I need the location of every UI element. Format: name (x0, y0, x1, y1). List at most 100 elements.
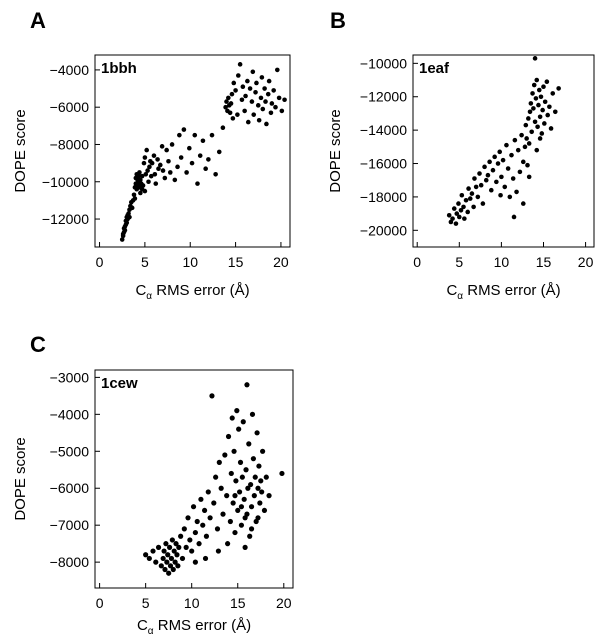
panel-c-point (258, 478, 264, 484)
panel-c-point (167, 563, 174, 569)
panel-c-point (250, 456, 256, 462)
panel-b-point (526, 141, 532, 146)
panel-b-point (450, 216, 455, 221)
panel-b-point (542, 99, 548, 105)
panel-b-point (526, 174, 532, 180)
panel-c-point (254, 430, 260, 436)
panel-a-point (149, 160, 155, 166)
panel-c-point (238, 522, 245, 528)
panel-b-point (517, 169, 523, 175)
panel-b-point (500, 157, 506, 163)
panel-c-point (175, 563, 181, 569)
panel-b-ytick-label: −12000 (360, 89, 407, 105)
panel-b-point (485, 172, 491, 178)
panel-c-point (245, 485, 251, 491)
panel-b-point (509, 152, 514, 158)
panel-b-ytick-label: −10000 (360, 55, 407, 71)
panel-c-point (240, 419, 246, 425)
panel-b-point (527, 109, 533, 115)
panel-a-point (192, 132, 198, 138)
panel-c-point (218, 485, 224, 491)
panel-b-point (519, 132, 524, 138)
panel-c-point (213, 474, 219, 480)
panel-b-title: 1eaf (419, 60, 450, 77)
panel-c-point (192, 529, 198, 536)
panel-a-point (127, 214, 132, 220)
panel-b-point (511, 214, 517, 220)
panel-a-point (262, 86, 267, 91)
panel-a-point (177, 132, 182, 138)
panel-b-point (545, 112, 550, 118)
panel-a-point (230, 116, 236, 121)
panel-c-point (205, 489, 211, 495)
panel-a-point (155, 157, 160, 162)
panel-a-point (228, 101, 234, 106)
panel-b-point (498, 192, 503, 198)
panel-a-point (169, 142, 175, 147)
panel-a-point (243, 93, 248, 99)
panel-b-point (522, 144, 528, 150)
panel-a-point (216, 149, 222, 155)
panel-a-point (139, 173, 145, 179)
panel-b-point (459, 192, 465, 198)
panel-b-point (480, 201, 486, 206)
panel-a-point (143, 172, 149, 177)
panel-a-point (282, 97, 287, 103)
panel-c-point (279, 470, 285, 477)
panel-b-point (472, 176, 477, 181)
panel-c-point (190, 504, 197, 510)
panel-b-point (537, 136, 543, 141)
panel-c-point (155, 544, 162, 550)
panel-c-point (228, 470, 234, 477)
panel-c-point (225, 433, 232, 440)
panel-b-point (535, 124, 540, 130)
panel-c-point (165, 552, 171, 558)
panel-c-point (158, 563, 164, 569)
panel-c-point (163, 541, 169, 547)
panel-b-xtick-label: 0 (413, 254, 421, 270)
panel-a-point (245, 119, 251, 125)
panel-a-point (269, 101, 275, 106)
panel-c-point (252, 474, 258, 480)
panel-b-xtick-label: 10 (494, 254, 510, 270)
panel-a-point (129, 205, 135, 211)
panel-b-point (536, 87, 542, 93)
panel-c-point (153, 559, 159, 565)
panel-c-point (176, 544, 182, 550)
panel-b-point (458, 207, 464, 213)
panel-c-point (169, 537, 175, 543)
panel-b-point (495, 161, 501, 166)
panel-b-point (490, 167, 496, 173)
panel-c-point (179, 555, 186, 562)
panel-c-point (170, 566, 176, 573)
panel-a-xtick-label: 15 (228, 254, 244, 270)
panel-a-point (239, 97, 245, 103)
panel-c-point (225, 541, 231, 547)
panel-a-point (160, 168, 166, 173)
panel-c-ytick-label: −3000 (50, 369, 90, 385)
panel-a-point (142, 188, 148, 194)
panel-c-point (255, 515, 261, 521)
panel-c-xtick-label: 5 (142, 595, 150, 611)
panel-c-point (146, 555, 152, 562)
panel-b-point (523, 122, 529, 128)
panel-c-point (238, 504, 245, 510)
panel-a-point (264, 121, 269, 127)
panel-b-point (547, 104, 552, 110)
panel-c-point (261, 507, 268, 514)
xlabel-rest: RMS error (Å) (154, 617, 252, 634)
panel-c-point (160, 555, 166, 562)
panel-a-ytick-label: −4000 (50, 62, 90, 78)
panel-a-point (275, 67, 280, 73)
panel-b-point (530, 91, 535, 96)
panel-b-ytick-label: −20000 (360, 222, 407, 238)
panel-a-point (175, 164, 180, 170)
panel-c-point (203, 533, 210, 539)
panel-a-point (124, 220, 130, 226)
panel-c-point (247, 533, 253, 539)
panel-b-point (475, 194, 481, 200)
panel-b-point (534, 147, 540, 153)
panel-a-point (206, 157, 211, 162)
panel-a-point (141, 160, 147, 166)
panel-b-point (538, 94, 544, 100)
